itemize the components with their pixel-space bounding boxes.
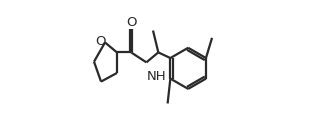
Text: NH: NH <box>147 70 167 83</box>
Text: O: O <box>95 35 106 48</box>
Text: O: O <box>126 16 136 29</box>
